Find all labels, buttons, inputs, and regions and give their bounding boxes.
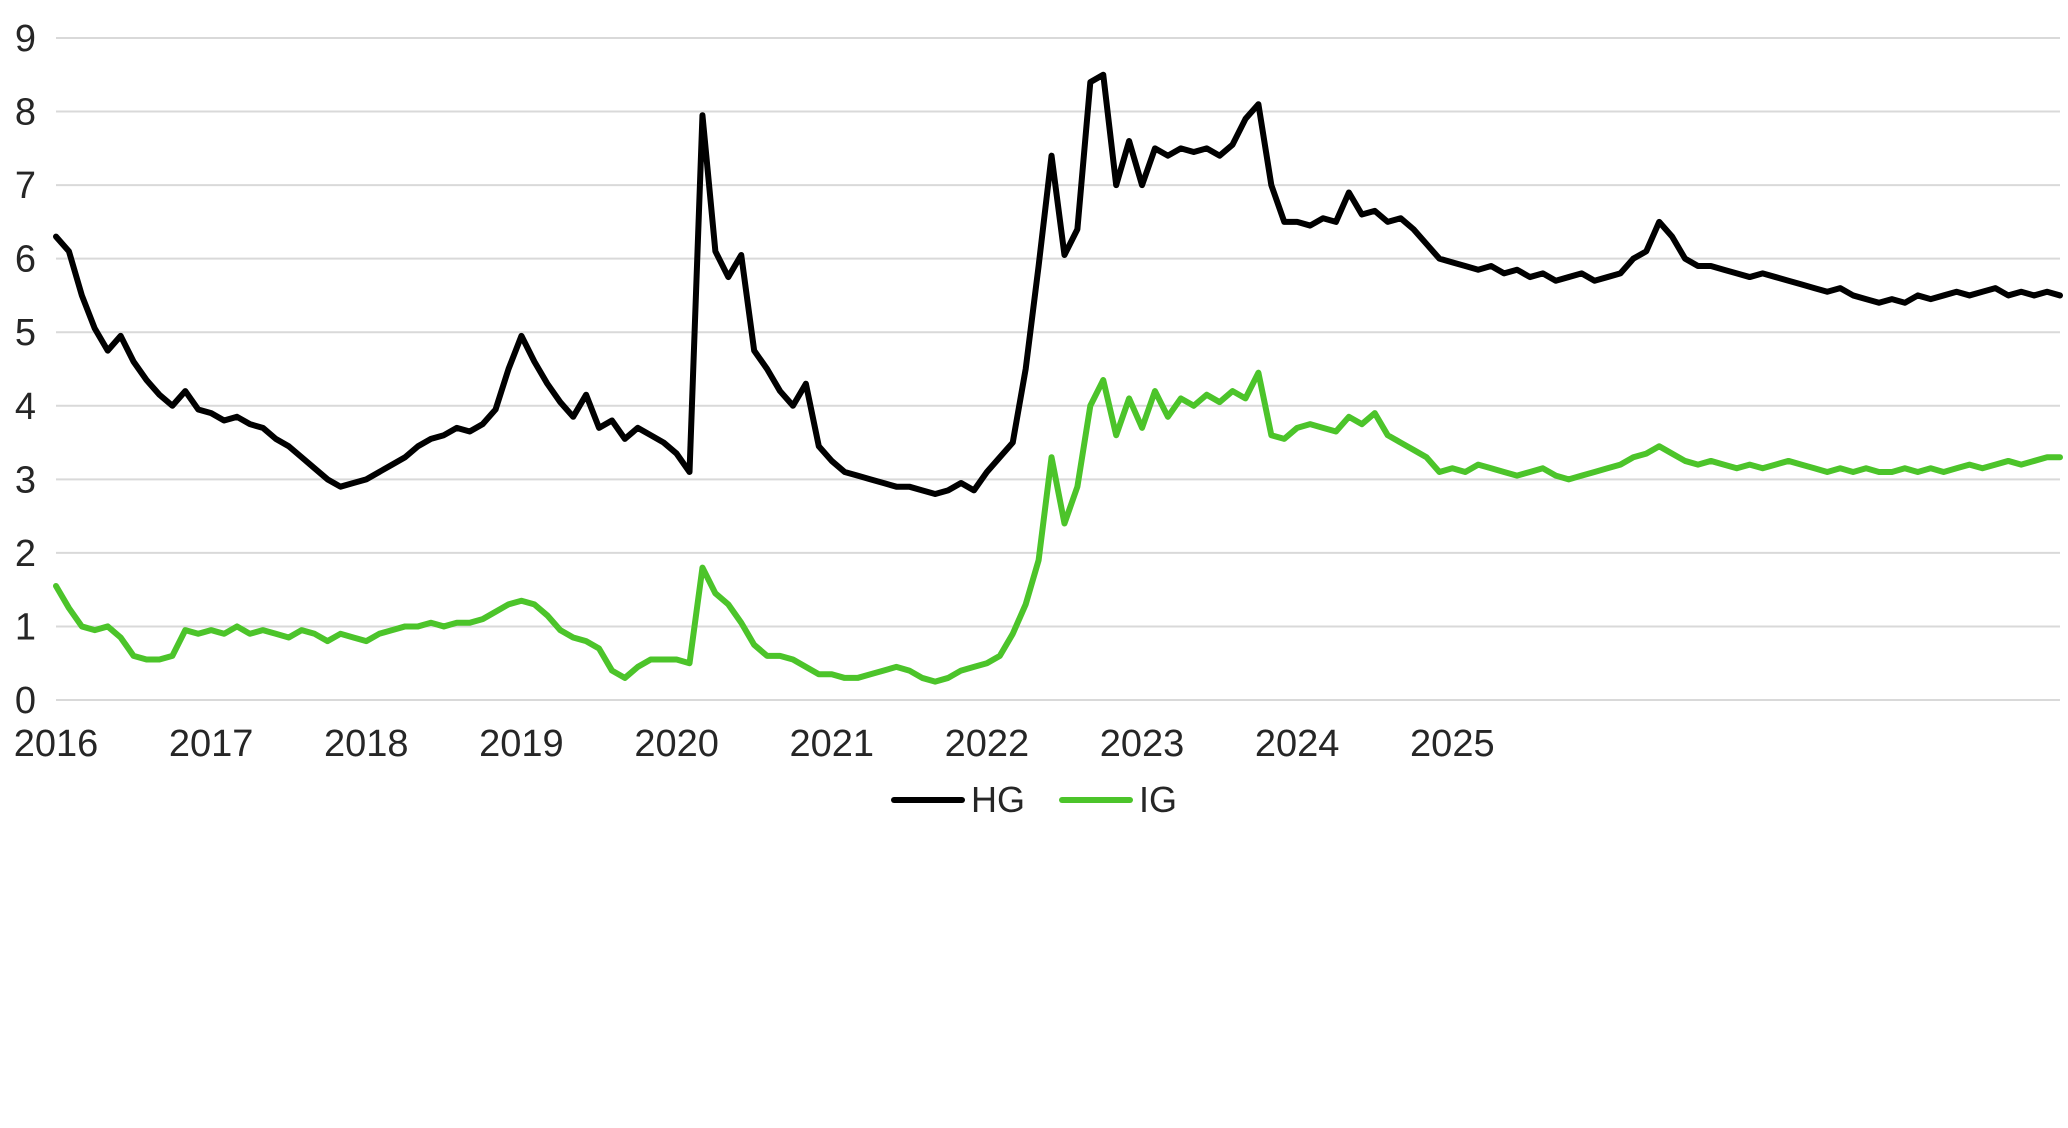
- legend-label-hg: HG: [970, 779, 1025, 820]
- hg-line: [53, 71, 2063, 498]
- hg-line-swatch: [890, 797, 965, 803]
- y-tick-label: 9: [15, 18, 36, 60]
- legend-label-ig: IG: [1138, 779, 1177, 820]
- x-tick-label: 2025: [1410, 723, 1495, 765]
- x-tick-label: 2016: [14, 723, 99, 765]
- y-tick-label: 2: [15, 533, 36, 575]
- x-tick-label: 2023: [1100, 723, 1185, 765]
- y-tick-label: 7: [15, 165, 36, 207]
- x-tick-label: 2017: [169, 723, 254, 765]
- y-tick-label: 1: [15, 606, 36, 648]
- y-tick-label: 8: [15, 92, 36, 134]
- x-tick-label: 2020: [634, 723, 719, 765]
- chart-legend: HG IG: [0, 782, 2068, 818]
- y-tick-label: 4: [15, 386, 36, 428]
- x-tick-label: 2021: [789, 723, 874, 765]
- legend-item-hg: HG: [890, 779, 1025, 820]
- x-tick-label: 2022: [945, 723, 1030, 765]
- y-tick-label: 5: [15, 312, 36, 354]
- x-tick-label: 2024: [1255, 723, 1340, 765]
- ig-line: [53, 369, 2063, 685]
- y-tick-label: 0: [15, 680, 36, 722]
- y-tick-label: 6: [15, 239, 36, 281]
- ig-line-swatch: [1058, 797, 1133, 803]
- x-tick-label: 2018: [324, 723, 409, 765]
- y-tick-label: 3: [15, 459, 36, 501]
- x-tick-label: 2019: [479, 723, 564, 765]
- legend-item-ig: IG: [1058, 779, 1177, 820]
